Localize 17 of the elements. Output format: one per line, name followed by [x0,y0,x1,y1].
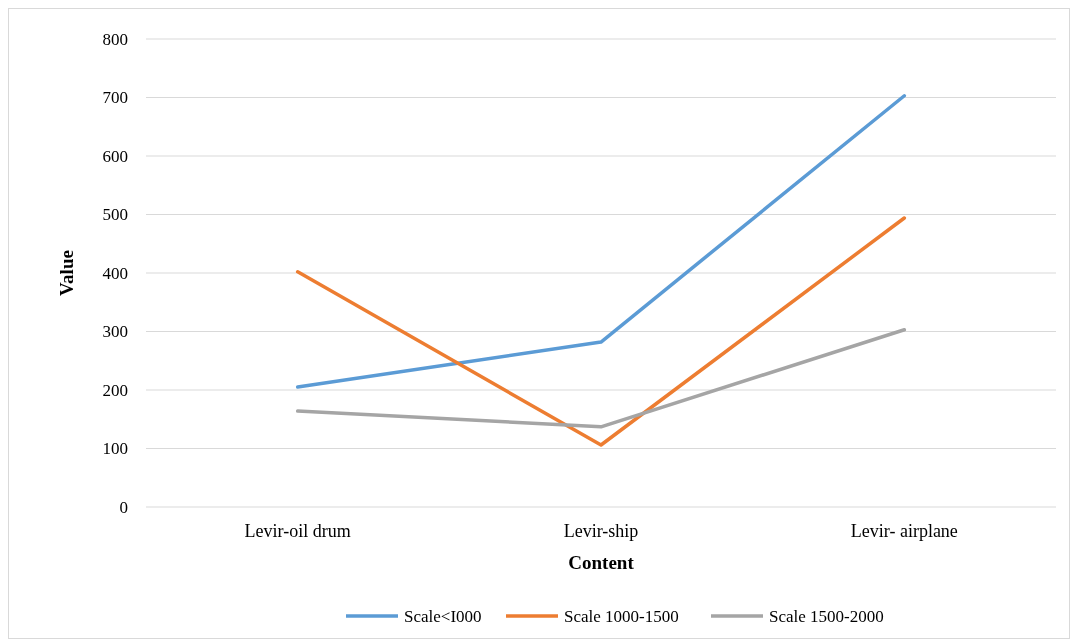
legend-label: Scale 1500-2000 [769,606,884,626]
y-tick-label: 100 [102,439,128,459]
x-tick-label: Levir-ship [563,521,639,541]
y-tick-label: 400 [102,263,128,283]
y-tick-label: 500 [102,205,128,225]
x-tick-label: Levir- airplane [850,521,958,541]
y-tick-label: 600 [102,146,128,166]
y-tick-label: 700 [102,88,128,108]
y-tick-label: 200 [102,380,128,400]
x-axis-title: Content [568,552,635,573]
legend-label: Scale 1000-1500 [564,606,679,626]
y-axis-title: Value [56,250,77,296]
y-tick-label: 0 [119,497,128,517]
legend-label: Scale<I000 [404,606,482,626]
y-tick-label: 800 [102,29,128,49]
x-tick-label: Levir-oil drum [244,521,351,541]
y-tick-label: 300 [102,322,128,342]
